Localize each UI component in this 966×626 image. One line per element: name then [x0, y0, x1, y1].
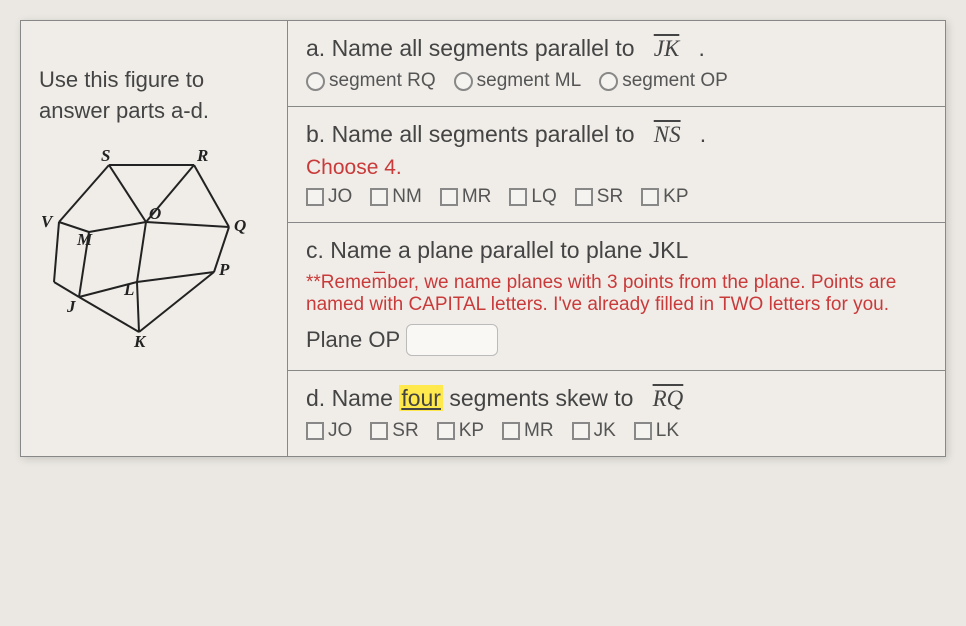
option-label: NM — [392, 186, 422, 208]
checkbox-icon — [575, 188, 593, 206]
checkbox-icon — [502, 422, 520, 440]
option-d-MR[interactable]: MR — [502, 420, 554, 442]
checkbox-icon — [634, 422, 652, 440]
label-L: L — [123, 280, 134, 299]
checkbox-icon — [509, 188, 527, 206]
option-label: LK — [656, 420, 679, 442]
label-R: R — [196, 147, 208, 165]
option-d-LK[interactable]: LK — [634, 420, 679, 442]
part-a-text: a. Name all segments parallel to — [306, 35, 635, 61]
part-d-options: JO SR KP MR JK LK — [306, 420, 927, 442]
label-Q: Q — [234, 216, 246, 235]
option-label: MR — [524, 420, 554, 442]
option-d-KP[interactable]: KP — [437, 420, 484, 442]
option-d-SR[interactable]: SR — [370, 420, 418, 442]
checkbox-icon — [306, 188, 324, 206]
part-a-segment: JK — [654, 36, 680, 61]
option-label: JO — [328, 186, 352, 208]
prism-figure: S R Q V M O L P J K — [39, 147, 269, 352]
option-label: MR — [462, 186, 492, 208]
option-label: segment OP — [622, 70, 728, 92]
figure-cell: Use this figure to answer parts a-d. — [21, 21, 288, 457]
figure-instruction: Use this figure to answer parts a-d. — [39, 65, 269, 127]
option-NM[interactable]: NM — [370, 186, 422, 208]
instruction-line-1: Use this figure to — [39, 65, 269, 96]
instruction-line-2: answer parts a-d. — [39, 96, 269, 127]
worksheet-table: Use this figure to answer parts a-d. — [20, 20, 946, 457]
part-c-prompt: c. Name a plane parallel to plane JKL — [306, 237, 927, 264]
part-b-cell: b. Name all segments parallel to NS . Ch… — [288, 107, 946, 223]
option-label: SR — [392, 420, 418, 442]
label-K: K — [133, 332, 147, 347]
option-JO[interactable]: JO — [306, 186, 352, 208]
part-a-options: segment RQ segment ML segment OP — [306, 70, 927, 92]
checkbox-icon — [370, 422, 388, 440]
option-d-JK[interactable]: JK — [572, 420, 616, 442]
checkbox-icon — [370, 188, 388, 206]
checkbox-icon — [440, 188, 458, 206]
radio-icon — [599, 72, 618, 91]
plane-answer-row: Plane OP — [306, 324, 927, 356]
part-a-prompt: a. Name all segments parallel to JK . — [306, 35, 927, 62]
part-a-cell: a. Name all segments parallel to JK . se… — [288, 21, 946, 107]
option-label: SR — [597, 186, 623, 208]
label-V: V — [41, 212, 54, 231]
option-label: KP — [663, 186, 688, 208]
option-segment-ML[interactable]: segment ML — [454, 70, 582, 92]
option-label: segment ML — [477, 70, 582, 92]
part-c-cell: c. Name a plane parallel to plane JKL **… — [288, 223, 946, 371]
option-segment-OP[interactable]: segment OP — [599, 70, 728, 92]
part-d-cell: d. Name four segments skew to RQ JO SR K… — [288, 371, 946, 457]
checkbox-icon — [641, 188, 659, 206]
option-label: LQ — [531, 186, 556, 208]
option-SR[interactable]: SR — [575, 186, 623, 208]
option-label: KP — [459, 420, 484, 442]
part-a-period: . — [698, 35, 704, 61]
part-d-segment: RQ — [653, 386, 684, 411]
part-d-pre: d. Name — [306, 385, 399, 411]
radio-icon — [306, 72, 325, 91]
label-S: S — [101, 147, 110, 165]
part-d-post: segments skew to — [443, 385, 633, 411]
label-O: O — [149, 204, 161, 223]
plane-label: Plane OP — [306, 327, 400, 353]
part-b-prompt: b. Name all segments parallel to NS . — [306, 121, 927, 148]
checkbox-icon — [572, 422, 590, 440]
checkbox-icon — [306, 422, 324, 440]
option-LQ[interactable]: LQ — [509, 186, 556, 208]
option-MR[interactable]: MR — [440, 186, 492, 208]
part-b-instruction: Choose 4. — [306, 156, 927, 180]
label-J: J — [66, 297, 76, 316]
option-KP[interactable]: KP — [641, 186, 688, 208]
option-label: JK — [594, 420, 616, 442]
part-b-segment: NS — [654, 122, 681, 147]
option-segment-RQ[interactable]: segment RQ — [306, 70, 436, 92]
label-M: M — [76, 230, 93, 249]
checkbox-icon — [437, 422, 455, 440]
option-label: JO — [328, 420, 352, 442]
part-d-prompt: d. Name four segments skew to RQ — [306, 385, 927, 412]
radio-icon — [454, 72, 473, 91]
option-label: segment RQ — [329, 70, 436, 92]
part-b-options: JO NM MR LQ SR KP — [306, 186, 927, 208]
plane-answer-input[interactable] — [406, 324, 498, 356]
label-P: P — [218, 260, 230, 279]
part-d-highlight: four — [399, 385, 443, 411]
part-b-period: . — [700, 121, 706, 147]
part-b-text: b. Name all segments parallel to — [306, 121, 635, 147]
option-d-JO[interactable]: JO — [306, 420, 352, 442]
part-c-note: **Remem̅ber, we name planes with 3 point… — [306, 272, 927, 316]
